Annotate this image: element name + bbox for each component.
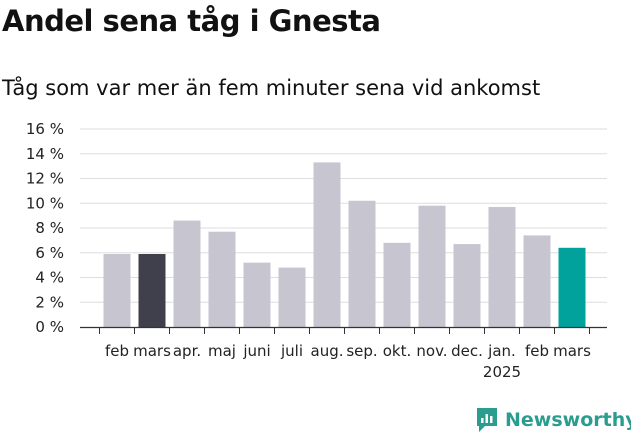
y-tick-label: 4 % (35, 269, 64, 287)
x-year-label: 2025 (483, 363, 521, 381)
bars (103, 162, 586, 327)
chart-subtitle: Tåg som var mer än fem minuter sena vid … (2, 76, 541, 100)
y-tick-label: 2 % (35, 293, 64, 311)
x-tick-label: juli (280, 342, 303, 360)
x-tick-label: aug. (311, 342, 344, 360)
y-tick-label: 14 % (26, 145, 64, 163)
y-tick-label: 8 % (35, 219, 64, 237)
newsworthy-logo-text: Newsworthy (505, 409, 631, 431)
bar (208, 231, 236, 327)
x-tick-label: nov. (416, 342, 447, 360)
bar (348, 200, 376, 327)
x-tick-label: apr. (173, 342, 201, 360)
bar (383, 242, 411, 327)
y-tick-label: 10 % (26, 194, 64, 212)
bar (278, 267, 306, 327)
x-tick-label: jan. (487, 342, 516, 360)
bar (488, 206, 516, 327)
x-tick-label: mars (553, 342, 591, 360)
tick-labels: 0 %2 %4 %6 %8 %10 %12 %14 %16 %feb mars ap… (26, 120, 591, 381)
x-tick-label: feb (525, 342, 549, 360)
grid-lines (80, 128, 607, 303)
newsworthy-logo: Newsworthy (475, 406, 631, 434)
bar (313, 162, 341, 327)
bar (243, 262, 271, 327)
chart-title: Andel sena tåg i Gnesta (2, 4, 381, 38)
x-tick-label: sep. (346, 342, 377, 360)
x-axis (80, 326, 607, 334)
y-tick-label: 6 % (35, 244, 64, 262)
y-tick-label: 0 % (35, 318, 64, 336)
bar (523, 235, 551, 327)
x-tick-label: dec. (451, 342, 483, 360)
y-tick-label: 12 % (26, 170, 64, 188)
x-tick-label: maj (208, 342, 236, 360)
bar (453, 244, 481, 327)
y-tick-label: 16 % (26, 120, 64, 138)
x-tick-label: okt. (383, 342, 412, 360)
x-tick-label: juni (242, 342, 270, 360)
bar (173, 220, 201, 327)
x-tick-label: mars (133, 342, 171, 360)
bar (418, 205, 446, 327)
bar (103, 253, 131, 327)
newsworthy-logo-icon (477, 408, 497, 432)
x-tick-label: feb (105, 342, 129, 360)
bar (558, 247, 586, 327)
bar (138, 253, 166, 327)
